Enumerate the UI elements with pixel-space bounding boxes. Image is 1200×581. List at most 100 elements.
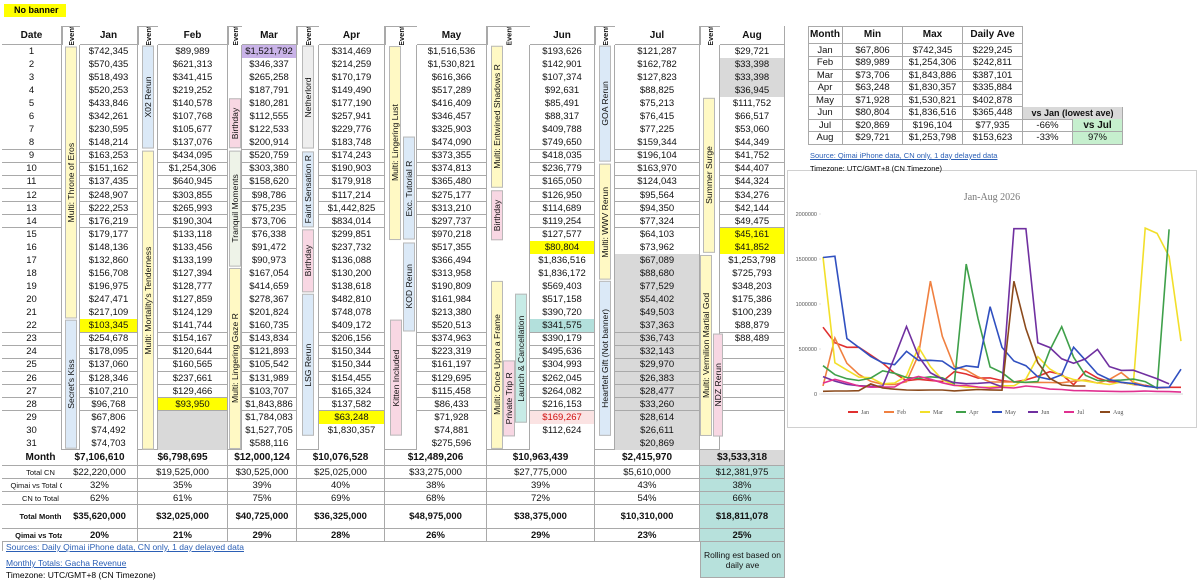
value-cell: $834,014 bbox=[319, 214, 385, 229]
side-cell: $63,248 bbox=[843, 81, 903, 95]
value-cell: $366,494 bbox=[417, 254, 487, 268]
summary-value: $22,220,000 bbox=[62, 466, 138, 479]
value-cell: $179,918 bbox=[319, 175, 385, 190]
value-cell: $107,768 bbox=[158, 110, 228, 124]
value-cell: $165,324 bbox=[319, 384, 385, 399]
side-cell: $402,878 bbox=[963, 94, 1023, 107]
value-cell: $29,970 bbox=[615, 358, 700, 373]
no-banner-legend: No banner bbox=[4, 4, 66, 17]
event-label: Kitten Included bbox=[390, 320, 402, 437]
value-cell: $88,317 bbox=[530, 110, 595, 124]
value-cell: $137,076 bbox=[158, 136, 228, 151]
summary-value: $7,106,610 bbox=[62, 450, 138, 466]
side-header: Max bbox=[903, 26, 963, 44]
date-cell: 19 bbox=[2, 280, 62, 294]
event-label: Secret's Kiss bbox=[65, 320, 77, 450]
value-cell: $640,945 bbox=[158, 175, 228, 190]
value-cell: $346,457 bbox=[417, 110, 487, 124]
value-cell: $237,732 bbox=[319, 241, 385, 255]
value-cell: $346,337 bbox=[242, 58, 297, 72]
value-cell: $130,200 bbox=[319, 267, 385, 281]
side-cell: $335,884 bbox=[963, 81, 1023, 95]
value-cell: $111,752 bbox=[720, 97, 785, 111]
series-line bbox=[822, 227, 1170, 388]
value-cell: $725,793 bbox=[720, 267, 785, 281]
summary-value: $25,025,000 bbox=[297, 466, 385, 479]
line-chart: Jan-Aug 2026 0 500000 1000000 1500000 200000… bbox=[787, 170, 1197, 428]
date-cell: 11 bbox=[2, 175, 62, 190]
summary-value: $10,963,439 bbox=[487, 450, 595, 466]
value-cell: $1,254,306 bbox=[158, 162, 228, 177]
value-cell: $137,435 bbox=[80, 175, 138, 190]
column-header: Aug bbox=[720, 26, 785, 45]
value-cell: $129,466 bbox=[158, 384, 228, 399]
column-header: May bbox=[417, 26, 487, 45]
value-cell: $159,344 bbox=[615, 136, 700, 151]
column-header: Jul bbox=[615, 26, 700, 45]
value-cell: $179,177 bbox=[80, 227, 138, 242]
value-cell bbox=[720, 345, 785, 360]
value-cell: $75,213 bbox=[615, 97, 700, 111]
y-tick-label: 1000000 bbox=[796, 302, 817, 308]
value-cell: $34,276 bbox=[720, 188, 785, 203]
summary-value: 43% bbox=[595, 479, 700, 492]
value-cell: $45,161 bbox=[720, 227, 785, 242]
column-header: Event bbox=[595, 26, 615, 45]
side-cell: Feb bbox=[808, 56, 843, 70]
value-cell: $1,836,516 bbox=[530, 254, 595, 268]
side-cell: $1,830,357 bbox=[903, 81, 963, 95]
value-cell: $63,248 bbox=[319, 410, 385, 425]
value-cell bbox=[720, 397, 785, 412]
event-label: Multi: Lingering Gaze R bbox=[229, 268, 241, 450]
summary-value: 72% bbox=[487, 492, 595, 505]
value-cell: $54,402 bbox=[615, 293, 700, 307]
side-cell: Jul bbox=[808, 119, 843, 132]
value-cell: $433,846 bbox=[80, 97, 138, 111]
value-cell: $33,398 bbox=[720, 71, 785, 85]
value-cell: $100,239 bbox=[720, 306, 785, 320]
value-cell: $229,776 bbox=[319, 123, 385, 137]
value-cell: $44,407 bbox=[720, 162, 785, 177]
summary-value: $30,525,000 bbox=[228, 466, 297, 479]
value-cell: $175,386 bbox=[720, 293, 785, 307]
event-label: Netherlord bbox=[302, 46, 314, 149]
value-cell: $140,578 bbox=[158, 97, 228, 111]
value-cell: $156,708 bbox=[80, 267, 138, 281]
date-cell: 10 bbox=[2, 162, 62, 177]
column-header: Apr bbox=[319, 26, 385, 45]
value-cell: $28,477 bbox=[615, 384, 700, 399]
date-cell: 1 bbox=[2, 45, 62, 59]
summary-value: 54% bbox=[595, 492, 700, 505]
summary-value: 26% bbox=[385, 529, 487, 542]
value-cell: $313,958 bbox=[417, 267, 487, 281]
value-cell: $88,680 bbox=[615, 267, 700, 281]
side-cell: Jan bbox=[808, 44, 843, 57]
summary-value: 23% bbox=[595, 529, 700, 542]
value-cell: $76,415 bbox=[615, 110, 700, 124]
value-cell: $88,879 bbox=[720, 319, 785, 334]
summary-value: 35% bbox=[138, 479, 228, 492]
value-cell: $223,319 bbox=[417, 345, 487, 360]
side-cell: $1,836,516 bbox=[903, 106, 963, 120]
summary-value: 40% bbox=[297, 479, 385, 492]
value-cell: $517,289 bbox=[417, 84, 487, 98]
value-cell: $74,492 bbox=[80, 424, 138, 438]
value-cell: $77,324 bbox=[615, 214, 700, 229]
value-cell: $748,078 bbox=[319, 306, 385, 320]
side-cell: $1,253,798 bbox=[903, 131, 963, 145]
value-cell: $154,455 bbox=[319, 371, 385, 386]
value-cell: $141,744 bbox=[158, 319, 228, 334]
value-cell: $67,806 bbox=[80, 410, 138, 425]
date-cell: 13 bbox=[2, 201, 62, 216]
value-cell: $520,759 bbox=[242, 149, 297, 164]
value-cell bbox=[720, 437, 785, 451]
jul-vs-jan: -66% bbox=[1023, 119, 1073, 132]
date-cell: 16 bbox=[2, 241, 62, 255]
side-cell: $1,254,306 bbox=[903, 56, 963, 70]
value-cell: $92,631 bbox=[530, 84, 595, 98]
value-cell: $304,993 bbox=[530, 358, 595, 373]
value-cell: $75,235 bbox=[242, 201, 297, 216]
value-cell: $28,614 bbox=[615, 410, 700, 425]
value-cell: $180,281 bbox=[242, 97, 297, 111]
value-cell: $570,435 bbox=[80, 58, 138, 72]
